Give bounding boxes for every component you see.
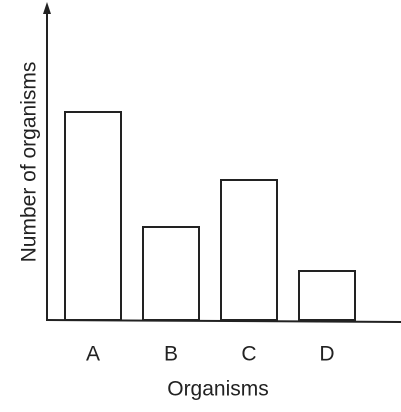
x-tick-label: A bbox=[86, 343, 100, 366]
y-axis-label: Number of organisms bbox=[18, 62, 41, 263]
x-axis-label: Organisms bbox=[167, 378, 269, 401]
bar bbox=[64, 111, 122, 321]
x-tick-label: C bbox=[241, 343, 256, 366]
x-tick-label: B bbox=[164, 343, 178, 366]
x-tick-label: D bbox=[319, 343, 334, 366]
bar bbox=[220, 179, 278, 321]
y-axis-arrow bbox=[43, 2, 51, 14]
bar bbox=[298, 270, 356, 321]
bar bbox=[142, 226, 200, 321]
